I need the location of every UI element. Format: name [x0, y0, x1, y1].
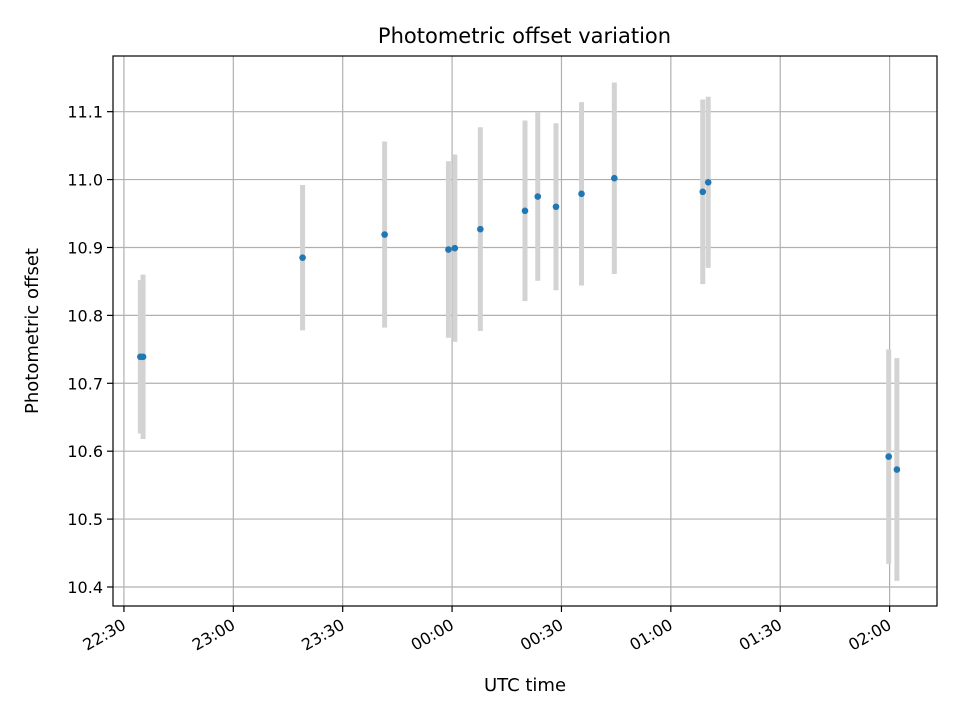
data-point	[704, 178, 712, 186]
plot-frame	[112, 55, 938, 607]
data-point	[885, 453, 892, 460]
data-point	[552, 203, 560, 211]
data-point	[299, 254, 306, 261]
data-point	[578, 190, 585, 198]
data-point	[611, 174, 618, 182]
y-axis-label: Photometric offset	[22, 248, 43, 414]
data-point	[451, 244, 459, 252]
y-tick-label: 10.9	[67, 238, 103, 257]
y-tick-label: 10.7	[67, 374, 103, 393]
data-point	[445, 246, 452, 253]
x-axis-label: UTC time	[484, 675, 566, 696]
data-point	[521, 207, 529, 215]
y-tick-label: 10.8	[67, 306, 103, 325]
data-point	[477, 225, 484, 233]
y-axis-ticks: 10.4 10.5 10.6 10.7 10.8 10.9 11.0 11.1	[67, 103, 113, 597]
y-tick-label: 10.4	[67, 578, 103, 597]
point-layer	[137, 174, 901, 473]
data-point	[139, 353, 147, 361]
data-point	[534, 193, 542, 200]
data-point	[699, 188, 707, 196]
y-tick-label: 10.5	[67, 510, 103, 529]
data-point	[893, 466, 901, 473]
y-tick-label: 10.6	[67, 442, 103, 461]
data-point	[381, 231, 388, 238]
y-tick-label: 11.1	[67, 103, 103, 122]
chart-title: Photometric offset variation	[378, 24, 671, 48]
y-tick-label: 11.0	[67, 171, 103, 190]
